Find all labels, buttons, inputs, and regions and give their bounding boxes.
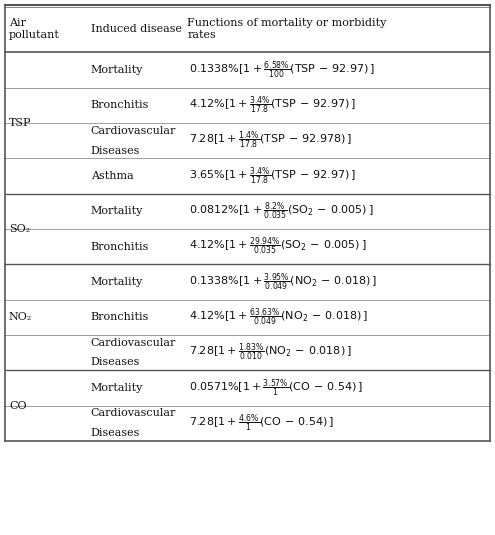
Text: $\mathrm{3.65\%[1+}\frac{3.4\%}{17.8}\mathrm{(TSP\,-\,92.97)\,]}$: $\mathrm{3.65\%[1+}\frac{3.4\%}{17.8}\ma… [189, 165, 356, 187]
Text: $\mathrm{7.28[1+}\frac{1.4\%}{17.8}\mathrm{(TSP\,-\,92.978)\,]}$: $\mathrm{7.28[1+}\frac{1.4\%}{17.8}\math… [189, 130, 352, 151]
Text: $\mathrm{4.12\%[1+}\frac{3.4\%}{17.8}\mathrm{(TSP\,-\,92.97)\,]}$: $\mathrm{4.12\%[1+}\frac{3.4\%}{17.8}\ma… [189, 95, 356, 116]
Text: Bronchitis: Bronchitis [91, 242, 149, 251]
Text: $\mathrm{7.28[1+}\frac{4.6\%}{1}\mathrm{(CO\,-\,0.54)\,]}$: $\mathrm{7.28[1+}\frac{4.6\%}{1}\mathrm{… [189, 412, 334, 434]
Text: Functions of mortality or morbidity
rates: Functions of mortality or morbidity rate… [187, 18, 387, 40]
Text: SO₂: SO₂ [9, 224, 30, 234]
Text: $\mathrm{0.0571\%[1+}\frac{3.57\%}{1}\mathrm{(CO\,-\,0.54)\,]}$: $\mathrm{0.0571\%[1+}\frac{3.57\%}{1}\ma… [189, 377, 363, 399]
Text: $\mathrm{0.1338\%[1+}\frac{3.95\%}{0.049}\mathrm{(NO_2\,-\,0.018)\,]}$: $\mathrm{0.1338\%[1+}\frac{3.95\%}{0.049… [189, 271, 377, 293]
Text: Air
pollutant: Air pollutant [9, 18, 60, 40]
Text: $\mathrm{7.28[1+}\frac{1.83\%}{0.010}\mathrm{(NO_2\,-\,0.018)\,]}$: $\mathrm{7.28[1+}\frac{1.83\%}{0.010}\ma… [189, 342, 352, 363]
Text: $\mathrm{0.0812\%[1+}\frac{8.2\%}{0.035}\mathrm{(SO_2\,-\,0.005)\,]}$: $\mathrm{0.0812\%[1+}\frac{8.2\%}{0.035}… [189, 201, 374, 222]
Text: Cardiovascular: Cardiovascular [91, 126, 176, 136]
Text: $\mathrm{4.12\%[1+}\frac{63.63\%}{0.049}\mathrm{(NO_2\,-\,0.018)\,]}$: $\mathrm{4.12\%[1+}\frac{63.63\%}{0.049}… [189, 307, 368, 328]
Text: $\mathrm{4.12\%[1+}\frac{29.94\%}{0.035}\mathrm{(SO_2\,-\,0.005)\,]}$: $\mathrm{4.12\%[1+}\frac{29.94\%}{0.035}… [189, 236, 367, 257]
Text: Induced disease: Induced disease [91, 24, 182, 34]
Text: Diseases: Diseases [91, 357, 140, 368]
Text: Cardiovascular: Cardiovascular [91, 408, 176, 418]
Text: Mortality: Mortality [91, 277, 143, 287]
Text: Cardiovascular: Cardiovascular [91, 338, 176, 348]
Text: $\mathrm{0.1338\%[1+}\frac{6.58\%}{100}\mathrm{(TSP\,-\,92.97)\,]}$: $\mathrm{0.1338\%[1+}\frac{6.58\%}{100}\… [189, 59, 375, 81]
Text: Mortality: Mortality [91, 383, 143, 393]
Text: Bronchitis: Bronchitis [91, 101, 149, 110]
Text: TSP: TSP [9, 118, 31, 128]
Text: Mortality: Mortality [91, 207, 143, 216]
Text: Mortality: Mortality [91, 65, 143, 75]
Text: Asthma: Asthma [91, 171, 133, 181]
Text: Bronchitis: Bronchitis [91, 312, 149, 322]
Text: CO: CO [9, 401, 27, 410]
Text: NO₂: NO₂ [9, 312, 32, 322]
Text: Diseases: Diseases [91, 146, 140, 156]
Text: Diseases: Diseases [91, 428, 140, 438]
